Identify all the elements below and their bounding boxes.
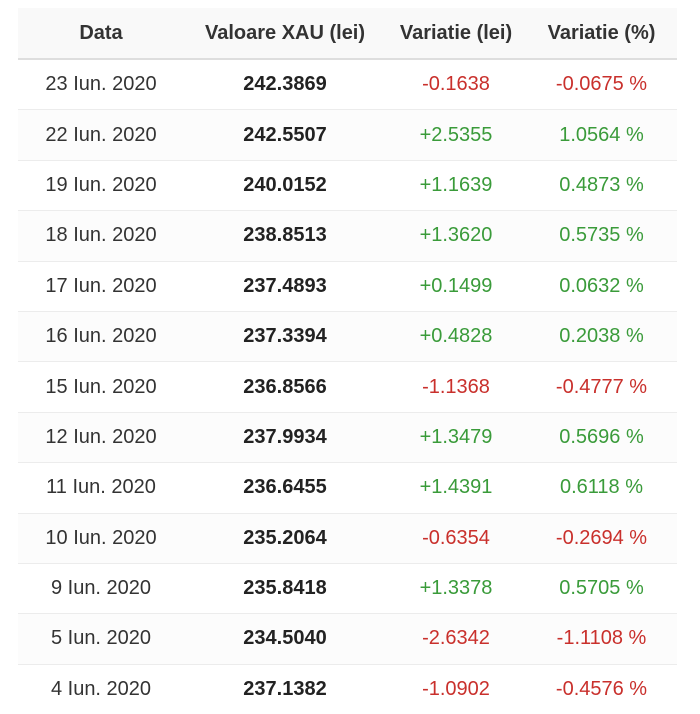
change-percent-cell: 1.0564 % [526, 109, 677, 161]
table-row: 5 Iun. 2020 234.5040 -2.6342 -1.1108 % [18, 613, 677, 665]
date-cell: 9 Iun. 2020 [18, 562, 184, 614]
change-lei-cell: +1.4391 [386, 462, 526, 514]
header-change-lei[interactable]: Variatie (lei) [386, 8, 526, 60]
change-lei-cell: +1.3620 [386, 210, 526, 262]
value-cell: 237.9934 [184, 411, 386, 463]
date-cell: 23 Iun. 2020 [18, 58, 184, 110]
date-cell: 19 Iun. 2020 [18, 159, 184, 211]
change-lei-cell: -1.0902 [386, 663, 526, 714]
change-percent-cell: -0.0675 % [526, 58, 677, 110]
change-percent-cell: 0.5735 % [526, 210, 677, 262]
change-lei-cell: -0.1638 [386, 58, 526, 110]
gold-rates-table: Data Valoare XAU (lei) Variatie (lei) Va… [18, 8, 677, 714]
change-percent-cell: 0.0632 % [526, 260, 677, 312]
date-cell: 5 Iun. 2020 [18, 613, 184, 665]
value-cell: 242.3869 [184, 58, 386, 110]
table-row: 10 Iun. 2020 235.2064 -0.6354 -0.2694 % [18, 512, 677, 564]
change-lei-cell: +0.1499 [386, 260, 526, 312]
value-cell: 235.8418 [184, 562, 386, 614]
date-cell: 22 Iun. 2020 [18, 109, 184, 161]
date-cell: 17 Iun. 2020 [18, 260, 184, 312]
table-row: 17 Iun. 2020 237.4893 +0.1499 0.0632 % [18, 260, 677, 312]
change-lei-cell: +1.3479 [386, 411, 526, 463]
value-cell: 236.6455 [184, 462, 386, 514]
table-row: 4 Iun. 2020 237.1382 -1.0902 -0.4576 % [18, 663, 677, 714]
change-lei-cell: +2.5355 [386, 109, 526, 161]
change-lei-cell: +1.1639 [386, 159, 526, 211]
value-cell: 238.8513 [184, 210, 386, 262]
table-row: 9 Iun. 2020 235.8418 +1.3378 0.5705 % [18, 562, 677, 614]
change-percent-cell: -0.4777 % [526, 361, 677, 413]
change-lei-cell: -0.6354 [386, 512, 526, 564]
change-percent-cell: -0.4576 % [526, 663, 677, 714]
table-row: 18 Iun. 2020 238.8513 +1.3620 0.5735 % [18, 210, 677, 262]
value-cell: 235.2064 [184, 512, 386, 564]
change-percent-cell: 0.5696 % [526, 411, 677, 463]
header-change-percent[interactable]: Variatie (%) [526, 8, 677, 60]
header-value[interactable]: Valoare XAU (lei) [184, 8, 386, 60]
table-row: 22 Iun. 2020 242.5507 +2.5355 1.0564 % [18, 109, 677, 161]
date-cell: 11 Iun. 2020 [18, 462, 184, 514]
table-row: 11 Iun. 2020 236.6455 +1.4391 0.6118 % [18, 462, 677, 514]
table-body: 23 Iun. 2020 242.3869 -0.1638 -0.0675 % 22 I… [18, 58, 677, 714]
date-cell: 18 Iun. 2020 [18, 210, 184, 262]
header-date[interactable]: Data [18, 8, 184, 60]
table-row: 12 Iun. 2020 237.9934 +1.3479 0.5696 % [18, 411, 677, 463]
change-percent-cell: 0.4873 % [526, 159, 677, 211]
table-row: 23 Iun. 2020 242.3869 -0.1638 -0.0675 % [18, 58, 677, 110]
value-cell: 237.4893 [184, 260, 386, 312]
table-header: Data Valoare XAU (lei) Variatie (lei) Va… [18, 8, 677, 60]
value-cell: 237.1382 [184, 663, 386, 714]
change-percent-cell: -0.2694 % [526, 512, 677, 564]
date-cell: 15 Iun. 2020 [18, 361, 184, 413]
value-cell: 236.8566 [184, 361, 386, 413]
date-cell: 4 Iun. 2020 [18, 663, 184, 714]
table-row: 16 Iun. 2020 237.3394 +0.4828 0.2038 % [18, 310, 677, 362]
value-cell: 234.5040 [184, 613, 386, 665]
change-lei-cell: +0.4828 [386, 310, 526, 362]
table-row: 15 Iun. 2020 236.8566 -1.1368 -0.4777 % [18, 361, 677, 413]
change-lei-cell: +1.3378 [386, 562, 526, 614]
value-cell: 240.0152 [184, 159, 386, 211]
header-row: Data Valoare XAU (lei) Variatie (lei) Va… [18, 8, 677, 60]
change-percent-cell: 0.6118 % [526, 462, 677, 514]
change-lei-cell: -1.1368 [386, 361, 526, 413]
date-cell: 12 Iun. 2020 [18, 411, 184, 463]
value-cell: 237.3394 [184, 310, 386, 362]
date-cell: 10 Iun. 2020 [18, 512, 184, 564]
table-row: 19 Iun. 2020 240.0152 +1.1639 0.4873 % [18, 159, 677, 211]
date-cell: 16 Iun. 2020 [18, 310, 184, 362]
change-percent-cell: 0.2038 % [526, 310, 677, 362]
change-lei-cell: -2.6342 [386, 613, 526, 665]
change-percent-cell: 0.5705 % [526, 562, 677, 614]
change-percent-cell: -1.1108 % [526, 613, 677, 665]
rates-table-container: Data Valoare XAU (lei) Variatie (lei) Va… [18, 8, 677, 714]
value-cell: 242.5507 [184, 109, 386, 161]
